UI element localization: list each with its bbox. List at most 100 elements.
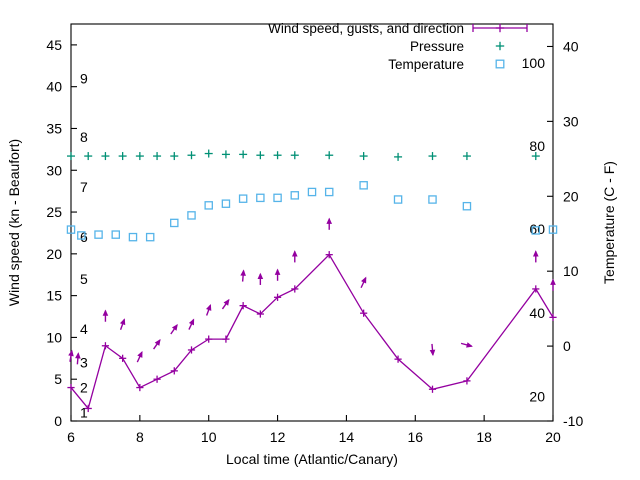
plus-marker: [67, 152, 75, 161]
plus-marker: [428, 152, 437, 161]
arrow-head: [154, 339, 161, 346]
legend-label-2: Pressure: [410, 39, 464, 54]
y-tick-label: 45: [46, 37, 62, 53]
plus-marker: [67, 383, 75, 392]
y2-tick-label: 40: [563, 38, 579, 54]
arrow-head: [188, 318, 195, 326]
plus-marker: [204, 149, 213, 158]
square-marker: [111, 230, 121, 239]
arrow-head: [119, 318, 126, 326]
arrow-head: [75, 352, 81, 359]
wind-direction-arrow: [102, 309, 109, 322]
plus-marker: [394, 355, 402, 363]
square-marker: [273, 193, 282, 203]
series-2: [68, 217, 556, 365]
x-tick-label: 14: [339, 429, 355, 445]
wind-direction-arrow: [274, 268, 281, 281]
plus-marker: [273, 293, 282, 301]
legend-label-1: Wind speed, gusts, and direction: [268, 21, 464, 36]
arrow-head: [326, 217, 333, 224]
legend-label-3: Temperature: [388, 57, 464, 72]
plus-marker: [532, 285, 540, 293]
square-marker: [77, 231, 86, 240]
square-marker: [256, 193, 265, 203]
fahrenheit-label: 60: [529, 221, 545, 237]
square-marker: [145, 232, 155, 242]
wind-direction-arrow: [257, 272, 264, 285]
plus-marker: [135, 152, 144, 161]
legend-group: Wind speed, gusts, and direction Pressure…: [268, 21, 528, 72]
x-tick-label: 6: [67, 429, 75, 445]
plus-marker: [256, 151, 265, 160]
y-axis-title: Wind speed (kn - Beaufort): [6, 139, 22, 306]
square-marker: [393, 195, 403, 204]
y-tick-label: 5: [54, 371, 62, 387]
wind-direction-arrow: [205, 304, 212, 316]
fahrenheit-label: 100: [522, 55, 546, 71]
x-tick-label: 16: [407, 429, 423, 445]
wind-direction-arrow: [153, 339, 161, 350]
x-tick-label: 10: [201, 429, 217, 445]
arrow-head: [223, 298, 230, 306]
square-marker: [307, 187, 317, 197]
arrow-head: [550, 278, 556, 285]
wind-direction-arrow: [170, 324, 178, 335]
y-tick-label: 10: [46, 329, 62, 345]
beaufort-label: 6: [80, 229, 88, 245]
plus-marker: [360, 309, 368, 317]
plus-marker: [495, 41, 505, 51]
plus-marker: [325, 251, 333, 259]
wind-direction-arrow: [221, 298, 230, 310]
wind-direction-arrow: [460, 342, 473, 348]
arrow-head: [429, 349, 436, 357]
square-marker: [170, 218, 179, 228]
plus-marker: [463, 377, 471, 385]
wind-direction-arrow: [75, 352, 81, 365]
arrow-head: [466, 342, 473, 348]
wind-direction-arrow: [188, 318, 195, 330]
square-marker: [66, 225, 76, 234]
y-tick-label: 25: [46, 204, 62, 220]
x-tick-label: 12: [270, 429, 286, 445]
square-marker: [462, 201, 472, 211]
arrow-head: [206, 304, 212, 311]
y-tick-label: 30: [46, 162, 62, 178]
fahrenheit-label: 40: [529, 305, 545, 321]
wind-direction-arrow: [360, 276, 367, 289]
beaufort-label: 7: [80, 179, 88, 195]
plus-marker: [153, 375, 161, 383]
beaufort-label: 3: [80, 354, 88, 370]
wind-direction-arrow: [119, 318, 126, 330]
square-marker: [128, 232, 138, 242]
series-3: [67, 149, 540, 161]
plus-marker: [153, 152, 162, 161]
square-marker: [324, 187, 334, 197]
y2-tick-label: 0: [563, 338, 571, 354]
y2-tick-label: -10: [563, 413, 583, 429]
x-tick-label: 18: [476, 429, 492, 445]
square-marker: [94, 230, 103, 239]
square-marker: [204, 201, 213, 210]
arrow-head: [102, 309, 109, 316]
arrow-head: [274, 268, 281, 275]
plus-marker: [239, 150, 248, 159]
wind-direction-arrow: [240, 269, 246, 282]
beaufort-label: 1: [80, 405, 88, 421]
beaufort-label: 9: [80, 70, 88, 86]
x-axis-title: Local time (Atlantic/Canary): [226, 451, 398, 467]
plus-marker: [325, 151, 334, 160]
y2-tick-label: 10: [563, 263, 579, 279]
beaufort-label: 8: [80, 129, 88, 145]
series-4: [66, 181, 558, 242]
plus-marker: [221, 150, 230, 159]
square-marker: [221, 199, 231, 208]
series-1: [67, 251, 557, 413]
plus-marker: [187, 346, 196, 354]
square-marker: [531, 226, 541, 235]
y2-tick-label: 20: [563, 188, 579, 204]
wind-direction-arrow: [291, 250, 298, 263]
arrow-head: [240, 269, 246, 276]
beaufort-label: 4: [80, 321, 88, 337]
